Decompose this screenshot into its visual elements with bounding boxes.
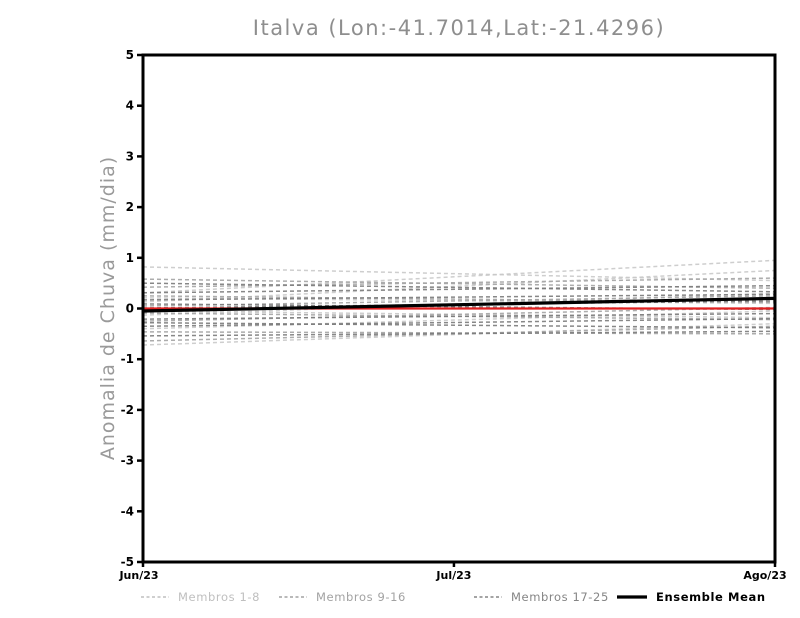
y-tick-label: 2 [126,200,134,214]
y-tick-label: -4 [121,504,134,518]
y-tick-label: -1 [121,352,134,366]
y-tick-label: -3 [121,454,134,468]
legend-item-membros-1-8: Membros 1-8 [140,589,260,605]
dashed-line-swatch [474,596,502,598]
ensemble-member-line [142,330,776,337]
y-tick-label: -2 [121,403,134,417]
ensemble-member-line [142,331,776,335]
y-tick-label: 1 [126,251,134,265]
ensemble-member-line [142,293,776,301]
chart-title: Italva (Lon:-41.7014,Lat:-21.4296) [252,16,666,40]
legend-label-membros-9-16: Membros 9-16 [316,590,406,604]
legend-item-ensemble-mean: Ensemble Mean [616,589,766,605]
legend-label-membros-17-25: Membros 17-25 [511,590,609,604]
ensemble-member-line [142,312,776,320]
ensemble-member-line [142,259,776,294]
y-tick-label: 5 [126,48,134,62]
dashed-line-swatch [141,596,169,598]
legend-label-membros-1-8: Membros 1-8 [178,590,261,604]
legend-item-membros-9-16: Membros 9-16 [278,589,406,605]
x-tick-label: Jun/23 [118,569,158,582]
ensemble-member-line [142,266,776,282]
dashed-line-swatch [279,596,307,598]
solid-line-swatch [617,595,647,599]
legend-label-ensemble-mean: Ensemble Mean [656,590,766,604]
y-tick-label: -5 [121,555,134,569]
y-tick-label: 0 [126,302,134,316]
y-tick-label: 4 [126,99,134,113]
ensemble-member-line [142,282,776,293]
ensemble-member-line [142,277,776,288]
ensemble-member-line [142,317,776,327]
x-tick-label: Ago/23 [743,569,786,582]
ensemble-member-line [142,284,776,294]
legend-item-membros-17-25: Membros 17-25 [473,589,609,605]
ensemble-member-line [142,322,776,346]
chart-legend: Membros 1-8 Membros 9-16 Membros 17-25 E… [0,589,800,607]
x-tick-label: Jul/23 [435,569,471,582]
ensemble-mean-line [142,296,776,313]
y-axis-label: Anomalia de Chuva (mm/dia) [97,155,119,461]
y-tick-label: 3 [126,149,134,163]
ensemble-member-line [142,321,776,329]
